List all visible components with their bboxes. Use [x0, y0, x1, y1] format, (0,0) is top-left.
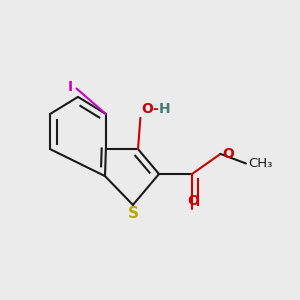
Text: I: I	[68, 80, 73, 94]
Text: CH₃: CH₃	[248, 157, 273, 170]
Text: O: O	[222, 147, 234, 161]
Text: O: O	[188, 194, 200, 208]
Text: O: O	[141, 102, 153, 116]
Text: H: H	[158, 102, 170, 116]
Text: S: S	[128, 206, 138, 221]
Text: -: -	[152, 102, 158, 116]
